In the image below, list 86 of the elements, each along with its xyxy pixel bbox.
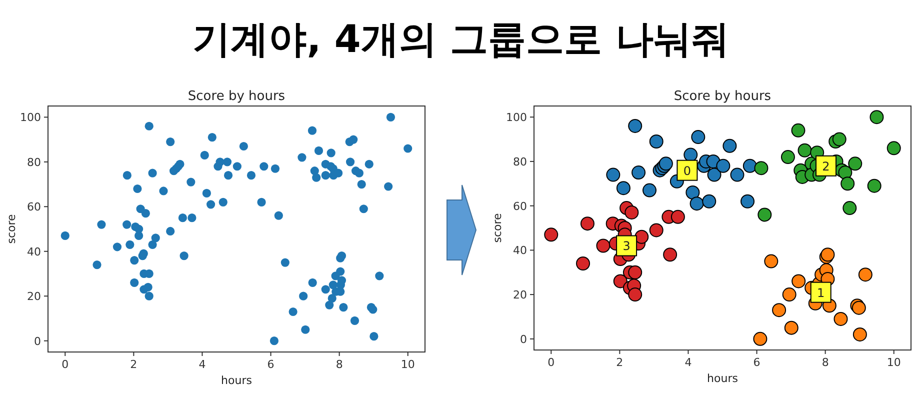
y-tick-label: 80 <box>27 156 41 169</box>
point <box>870 110 884 124</box>
x-axis-title: hours <box>221 374 252 387</box>
point <box>649 134 664 148</box>
x-tick-label: 10 <box>400 358 415 371</box>
point <box>670 210 685 224</box>
point <box>624 205 639 220</box>
point <box>834 312 848 326</box>
y-tick-label: 60 <box>513 200 527 213</box>
point <box>634 230 649 244</box>
y-tick-label: 40 <box>27 245 41 258</box>
point <box>606 168 620 182</box>
point <box>742 158 757 173</box>
point <box>663 248 678 262</box>
chart-title: Score by hours <box>188 89 286 104</box>
x-tick-label: 4 <box>684 356 692 369</box>
point <box>544 228 558 242</box>
annotation: 0 <box>683 164 692 178</box>
y-tick-label: 40 <box>513 244 527 258</box>
point <box>628 118 642 133</box>
y-axis-title: score <box>5 214 18 244</box>
y-axis-title: score <box>491 212 504 243</box>
y-tick-label: 60 <box>27 200 41 214</box>
annotation: 1 <box>817 286 825 300</box>
point <box>784 320 798 335</box>
y-tick-label: 20 <box>27 290 41 304</box>
point <box>628 265 642 280</box>
y-tick-label: 80 <box>513 155 527 168</box>
x-tick-label: 6 <box>267 358 274 371</box>
x-tick-label: 4 <box>198 358 206 371</box>
x-tick-label: 2 <box>616 356 624 369</box>
point <box>632 166 646 180</box>
point <box>852 327 867 342</box>
point <box>613 274 628 288</box>
point <box>780 150 795 164</box>
y-tick-label: 0 <box>520 332 527 346</box>
x-tick-label: 0 <box>62 358 69 371</box>
point <box>628 288 642 302</box>
point <box>642 183 656 198</box>
point <box>838 166 852 180</box>
point <box>753 332 768 346</box>
annotation: 3 <box>622 239 630 254</box>
point <box>842 201 857 216</box>
point <box>576 256 590 270</box>
x-tick-label: 6 <box>753 356 760 369</box>
point <box>832 132 846 146</box>
point <box>782 288 796 302</box>
point <box>691 130 706 144</box>
point <box>764 254 778 268</box>
point <box>758 208 772 222</box>
point <box>716 158 730 173</box>
x-tick-label: 2 <box>130 358 138 371</box>
point <box>772 303 786 318</box>
x-axis-title: hours <box>707 372 738 385</box>
point <box>740 194 755 208</box>
point <box>791 123 806 138</box>
point <box>686 186 700 200</box>
point <box>684 148 698 162</box>
annotation: 2 <box>822 159 830 174</box>
point <box>867 178 882 193</box>
point <box>798 143 812 158</box>
point <box>690 196 704 211</box>
x-tick-label: 10 <box>886 356 901 369</box>
point <box>886 141 901 156</box>
point <box>722 138 737 153</box>
point <box>649 223 664 238</box>
y-tick-label: 20 <box>513 288 527 302</box>
point <box>848 156 862 171</box>
x-tick-label: 8 <box>822 356 829 369</box>
x-tick-label: 0 <box>548 356 555 369</box>
point <box>840 176 855 191</box>
point <box>596 238 610 253</box>
y-tick-label: 0 <box>34 334 41 348</box>
point <box>730 168 744 182</box>
text: 기계야, 4개의 그룹으로 나눠줘 <box>192 17 730 61</box>
x-tick-label: 8 <box>336 358 343 371</box>
y-tick-label: 100 <box>20 111 41 124</box>
point <box>580 216 594 231</box>
point <box>754 161 768 176</box>
point <box>616 181 630 196</box>
point <box>858 268 872 282</box>
point <box>792 274 806 288</box>
point <box>702 194 716 208</box>
y-tick-label: 100 <box>506 111 527 124</box>
point <box>707 168 722 182</box>
chart-title: Score by hours <box>674 89 772 104</box>
